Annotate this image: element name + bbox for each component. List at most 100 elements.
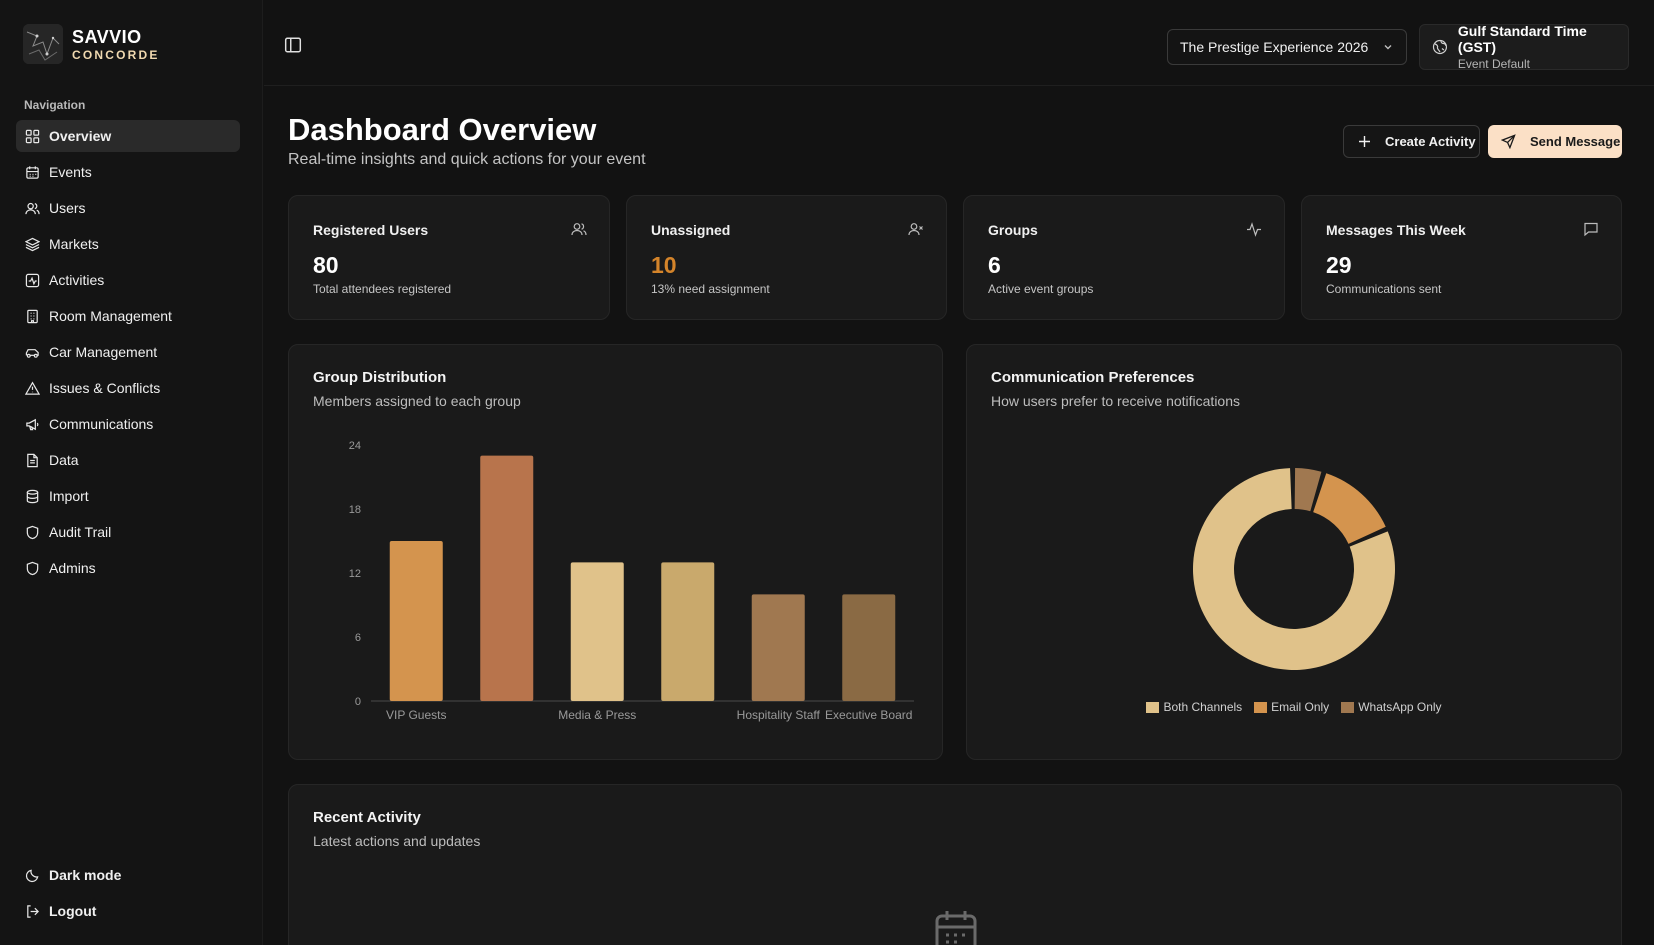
sidebar-item-label: Car Management (49, 344, 158, 360)
legend-label: WhatsApp Only (1358, 700, 1442, 714)
users-icon (25, 202, 40, 214)
alert-triangle-icon (25, 380, 40, 395)
event-select[interactable]: The Prestige Experience 2026 (1167, 29, 1407, 65)
stat-value: 29 (1326, 252, 1352, 278)
stat-value: 10 (651, 252, 677, 278)
logout-label: Logout (49, 903, 97, 919)
x-tick-label: Hospitality Staff (737, 708, 821, 722)
x-tick-label: Executive Board (825, 708, 912, 722)
event-select-value: The Prestige Experience 2026 (1180, 39, 1369, 55)
stat-label: Unassigned (651, 222, 731, 238)
pie-slice[interactable] (1313, 473, 1386, 544)
timezone-sub: Event Default (1457, 57, 1530, 71)
globe-icon (1432, 39, 1448, 55)
sidebar-item-admins[interactable]: Admins (16, 552, 240, 584)
sidebar-item-label: Events (49, 164, 92, 180)
sidebar-item-communications[interactable]: Communications (16, 408, 240, 440)
legend-label: Email Only (1271, 700, 1330, 714)
shield-icon (26, 561, 39, 575)
stat-label: Registered Users (313, 222, 429, 238)
pie-slice[interactable] (1193, 468, 1395, 670)
y-tick-label: 0 (355, 696, 361, 708)
sidebar-item-activities[interactable]: Activities (16, 264, 240, 296)
card-subtitle: Latest actions and updates (313, 833, 481, 849)
card-subtitle: How users prefer to receive notification… (991, 393, 1240, 409)
pie-slice[interactable] (1294, 468, 1322, 512)
sidebar-item-overview[interactable]: Overview (16, 120, 240, 152)
calendar-icon (26, 165, 39, 179)
pie-legend: Both Channels Email Only WhatsApp Only (967, 700, 1621, 714)
x-tick-label: VIP Guests (386, 708, 446, 722)
x-tick-label: Media & Press (558, 708, 636, 722)
timezone-selector[interactable]: Gulf Standard Time (GST) Event Default (1419, 23, 1629, 71)
stat-card-groups: Groups 6 Active event groups (963, 195, 1285, 320)
card-title: Communication Preferences (991, 369, 1195, 386)
create-activity-button[interactable]: Create Activity (1343, 125, 1480, 158)
shield-icon (26, 525, 39, 539)
sidebar-item-label: Data (49, 452, 79, 468)
legend-item[interactable]: WhatsApp Only (1341, 700, 1442, 714)
logout-button[interactable]: Logout (16, 895, 240, 927)
bar[interactable] (661, 562, 715, 701)
topbar: The Prestige Experience 2026 Gulf Standa… (264, 0, 1654, 86)
building-icon (27, 309, 38, 323)
stat-desc: Communications sent (1326, 282, 1442, 296)
sidebar: SAVVIO CONCORDE Navigation Overview Even… (0, 0, 263, 945)
create-activity-label: Create Activity (1385, 134, 1476, 149)
legend-swatch (1254, 701, 1268, 713)
stat-card-unassigned: Unassigned 10 13% need assignment (626, 195, 947, 320)
stat-card-registered-users: Registered Users 80 Total attendees regi… (288, 195, 610, 320)
brand-logo (23, 24, 63, 64)
logout-icon (27, 904, 39, 918)
activity-icon (1247, 222, 1261, 237)
grid-icon (25, 129, 40, 143)
plus-icon (1359, 136, 1370, 147)
sidebar-item-issues-conflicts[interactable]: Issues & Conflicts (16, 372, 240, 404)
nav-heading: Navigation (24, 98, 86, 112)
card-subtitle: Members assigned to each group (313, 393, 521, 409)
sidebar-item-label: Issues & Conflicts (49, 380, 161, 396)
sidebar-item-users[interactable]: Users (16, 192, 240, 224)
brand[interactable]: SAVVIO CONCORDE (23, 24, 160, 64)
sidebar-item-label: Admins (49, 560, 96, 576)
users-icon (571, 223, 587, 236)
timezone-title: Gulf Standard Time (GST) (1457, 23, 1587, 55)
sidebar-item-events[interactable]: Events (16, 156, 240, 188)
calendar-icon (935, 911, 977, 945)
stat-desc: 13% need assignment (651, 282, 770, 296)
bar[interactable] (842, 594, 896, 701)
stat-value: 6 (988, 252, 1001, 278)
sidebar-item-car-management[interactable]: Car Management (16, 336, 240, 368)
database-icon (26, 489, 39, 503)
page-subtitle: Real-time insights and quick actions for… (288, 151, 646, 168)
bar[interactable] (389, 541, 443, 701)
legend-swatch (1341, 701, 1355, 713)
y-tick-label: 24 (349, 440, 361, 452)
legend-item[interactable]: Email Only (1254, 700, 1329, 714)
send-message-button[interactable]: Send Message (1488, 125, 1622, 158)
stat-card-messages-this-week: Messages This Week 29 Communications sen… (1301, 195, 1622, 320)
legend-item[interactable]: Both Channels (1146, 700, 1242, 714)
stat-label: Messages This Week (1326, 222, 1466, 238)
communication-preferences-card: Communication Preferences How users pref… (966, 344, 1622, 760)
send-message-label: Send Message (1530, 134, 1621, 149)
stat-desc: Active event groups (988, 282, 1094, 296)
send-icon (1501, 134, 1516, 149)
sidebar-item-markets[interactable]: Markets (16, 228, 240, 260)
bar[interactable] (751, 594, 805, 701)
dark-mode-toggle[interactable]: Dark mode (16, 859, 240, 891)
sidebar-item-room-management[interactable]: Room Management (16, 300, 240, 332)
y-tick-label: 12 (349, 568, 361, 580)
sidebar-item-import[interactable]: Import (16, 480, 240, 512)
bar[interactable] (480, 455, 534, 701)
stat-desc: Total attendees registered (313, 282, 452, 296)
sidebar-item-label: Import (49, 488, 89, 504)
sidebar-item-audit-trail[interactable]: Audit Trail (16, 516, 240, 548)
sidebar-item-data[interactable]: Data (16, 444, 240, 476)
bar[interactable] (570, 562, 624, 701)
stat-label: Groups (988, 222, 1038, 238)
moon-icon (25, 869, 39, 882)
brand-name: SAVVIO (72, 26, 142, 47)
sidebar-toggle-icon[interactable] (284, 36, 302, 54)
sidebar-item-label: Markets (49, 236, 99, 252)
